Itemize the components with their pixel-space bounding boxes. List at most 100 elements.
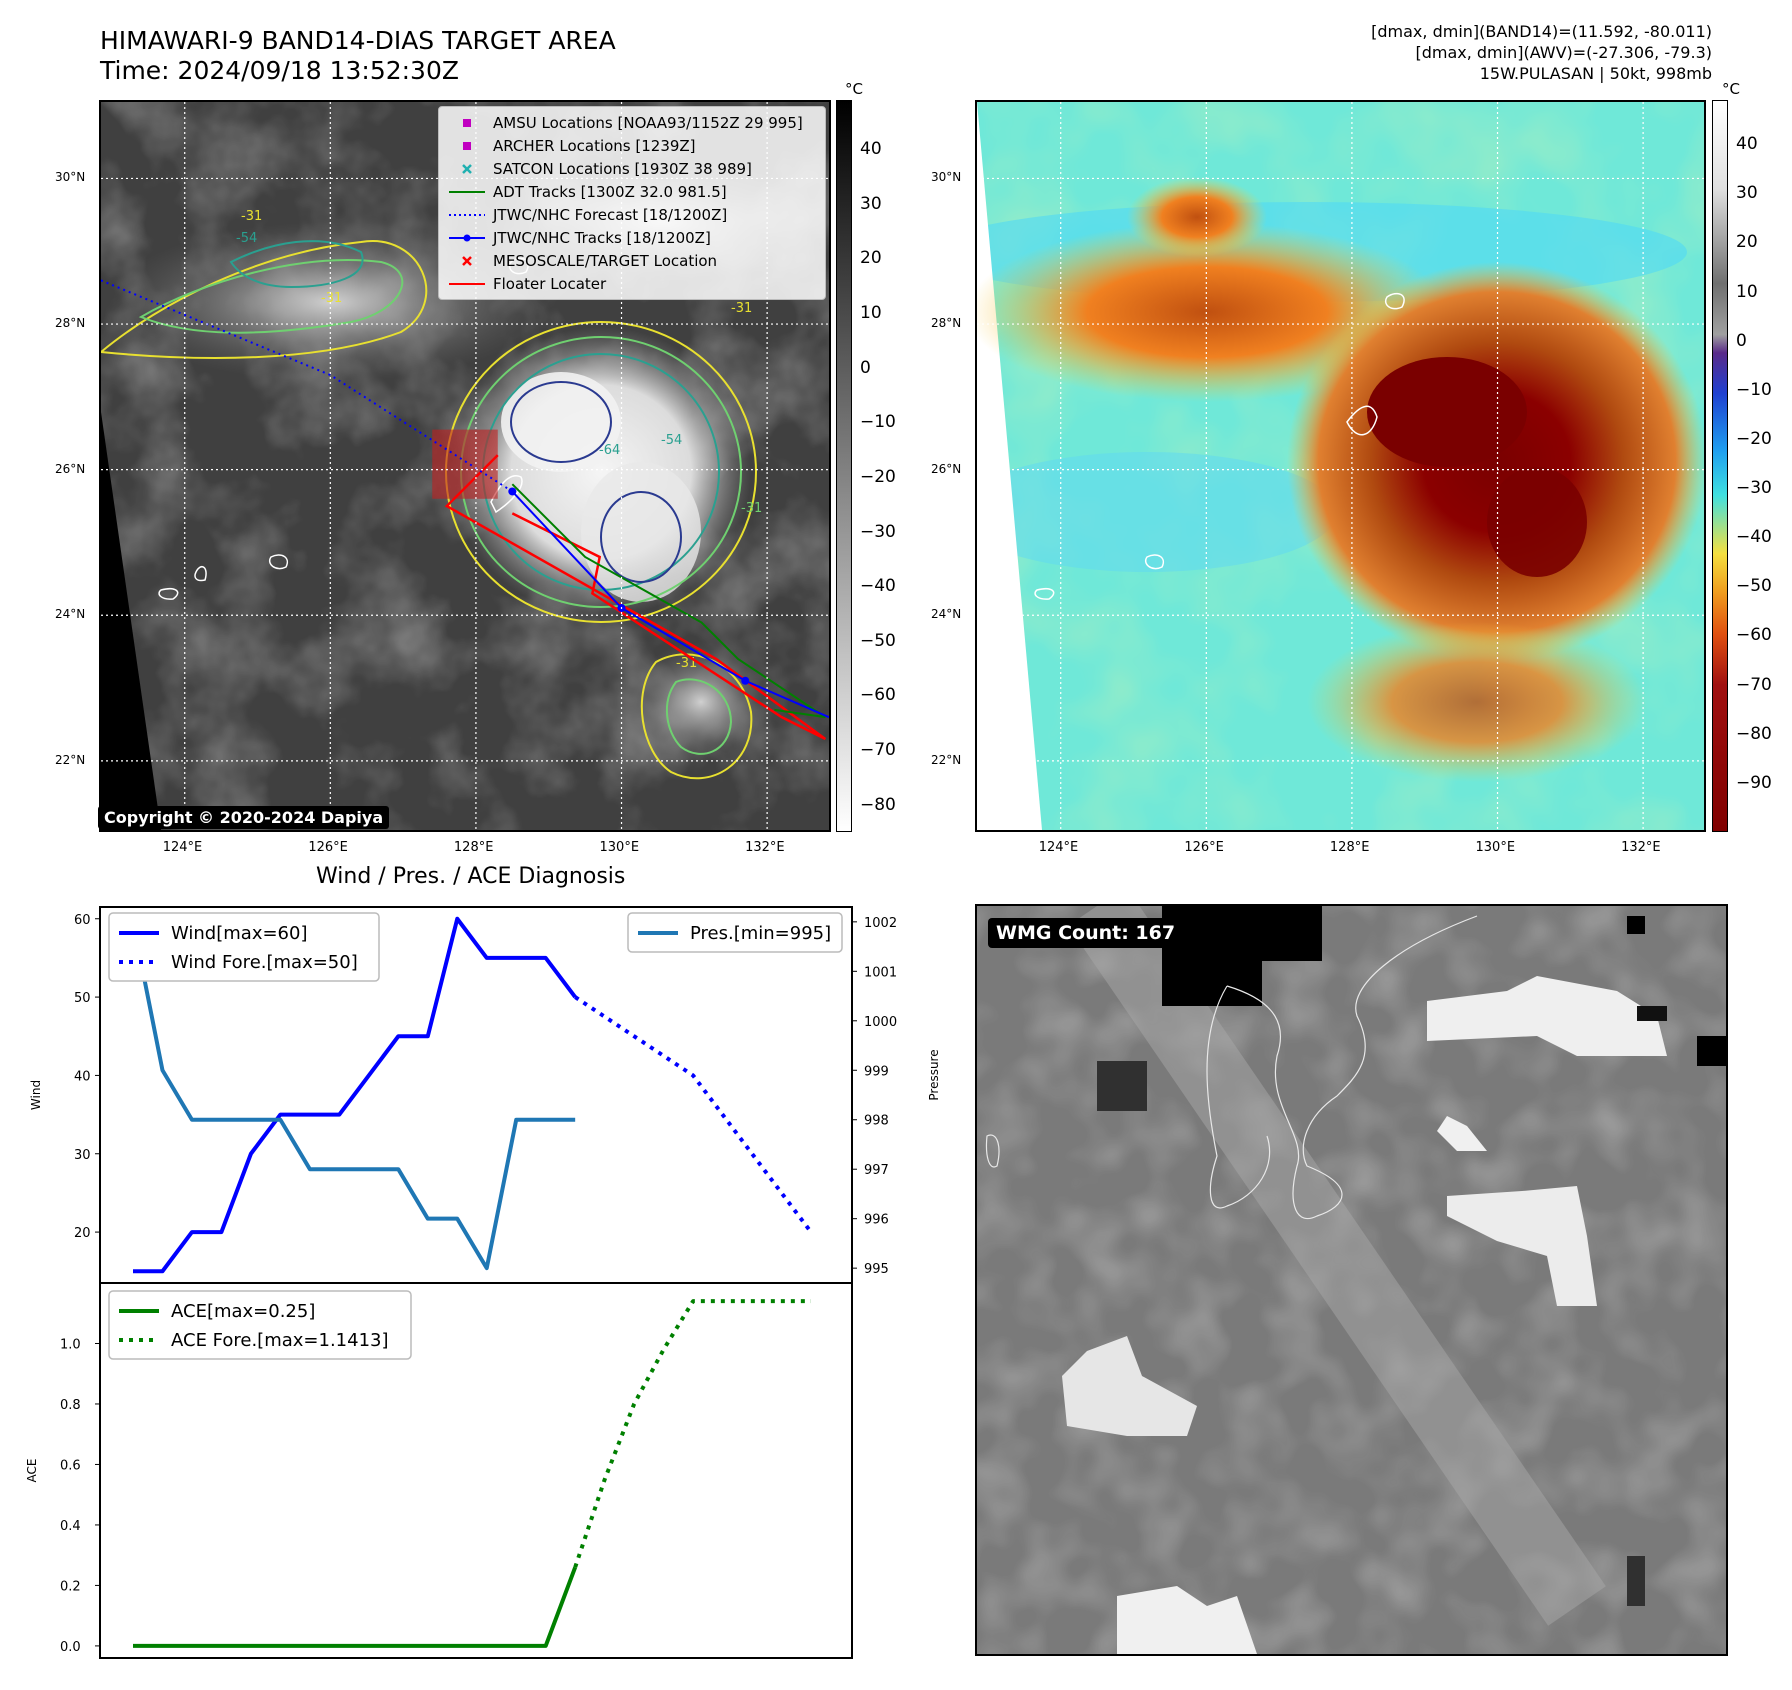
jtwc-track [511,490,829,719]
colorbar-tick-label: 20 [860,248,882,269]
chart-legend-box [108,1290,412,1360]
wv-map-panel [975,100,1706,832]
colorbar-tick-label: −90 [1736,772,1772,793]
colorbar-tick-label: 40 [1736,134,1758,155]
lat-tick-label: 22°N [931,752,962,767]
ace-series-line-1 [573,1299,811,1568]
contour-label: -31 [676,656,697,671]
ir-contour-band-teal [229,240,364,289]
wmg-coastline [1206,985,1271,1209]
contour-label: -54 [661,433,682,448]
ir-colorbar [836,100,852,832]
lon-tick-label: 132°E [1621,840,1661,855]
pressure-tick-label: 998 [864,1114,889,1129]
wv-coastline [1385,292,1405,310]
diagnosis-chart-title: Wind / Pres. / ACE Diagnosis [316,864,626,889]
pressure-tick-label: 1001 [864,965,897,980]
colorbar-tick-label: 30 [1736,183,1758,204]
chart-legend: Pres.[min=995] [627,912,843,953]
wv-storm-core-north [1367,357,1527,467]
storm-info: 15W.PULASAN | 50kt, 998mb [1479,64,1712,83]
legend-symbol-line-dot [447,231,487,245]
colorbar-tick-label: 20 [1736,232,1758,253]
lon-tick-label: 130°E [1475,840,1516,855]
colorbar-tick-label: −60 [1736,625,1772,646]
colorbar-tick-label: 10 [860,303,882,324]
ir-track-layer [101,279,829,741]
figure-title: HIMAWARI-9 BAND14-DIAS TARGET AREA [100,26,616,55]
lon-tick-label: 130°E [599,840,640,855]
colorbar-tick-label: −10 [1736,379,1772,400]
colorbar-tick-label: −50 [1736,576,1772,597]
ir-contour-navy-south [600,491,682,583]
legend-label: SATCON Locations [1930Z 38 989] [493,159,752,178]
wmg-bright-feature [1447,1186,1597,1306]
ir-coastline [490,475,523,514]
chart-legend-label: Wind Fore.[max=50] [171,952,358,973]
lat-tick-label: 24°N [931,607,962,622]
wmg-bright-feature [1437,1116,1487,1151]
lon-tick-label: 124°E [1038,840,1079,855]
series-line-2 [131,921,576,1271]
wind-tick-label: 40 [74,1069,91,1084]
ace-axis-label: ACE [25,1459,39,1483]
ir-coastline [158,587,179,600]
wind-pressure-ace-chart: 20 30 40 50 60 Wind 995 996 997 998 999 1000 1001 100… [25,906,941,1659]
series-line-0 [133,916,577,1274]
lat-tick-label: 30°N [931,170,962,185]
jtwc-track-point [508,487,517,496]
colorbar-tick-label: −80 [860,794,896,815]
colorbar-tick-label: −20 [860,466,896,487]
ace-tick-label: 1.0 [60,1337,81,1352]
lon-tick-label: 124°E [162,840,203,855]
pressure-tick-label: 999 [864,1064,889,1079]
colorbar-tick-label: −30 [1736,478,1772,499]
contour-label: -31 [241,209,262,224]
contour-label: -31 [731,301,752,316]
lon-tick-label: 128°E [1329,840,1370,855]
ace-series-line-0 [133,1566,578,1648]
ir-legend: AMSU Locations [NOAA93/1152Z 29 995] ARCH… [438,106,826,300]
floater-locater-track [444,454,827,741]
ir-coastline [269,554,288,570]
ir-storm-cold-top [501,372,621,472]
legend-symbol-x [447,162,487,176]
lon-tick-label: 128°E [453,840,494,855]
wmg-dark-pixel [1627,1556,1645,1606]
wv-storm-core-south [1487,467,1587,577]
wv-map-svg [977,102,1704,830]
wv-colorbar [1712,100,1728,832]
colorbar-tick-label: −60 [860,685,896,706]
ace-tick-label: 0.2 [60,1579,81,1594]
legend-label: JTWC/NHC Tracks [18/1200Z] [493,228,711,247]
contour-label: -54 [236,231,257,246]
chart-legend-label: Pres.[min=995] [690,923,831,944]
lat-tick-label: 28°N [931,316,962,331]
legend-entry: AMSU Locations [NOAA93/1152Z 29 995] [447,111,817,134]
lon-tick-label: 132°E [745,840,785,855]
legend-symbol-square [447,116,487,130]
wv-coastline [1145,554,1164,570]
ir-coastline [194,565,207,582]
wmg-bright-band [1068,906,1606,1626]
contour-label: -31 [321,291,342,306]
wmg-dark-block [1262,906,1322,961]
wv-northern-moisture-cell [1127,177,1267,257]
awv-range-info: [dmax, dmin](AWV)=(-27.306, -79.3) [1415,43,1712,62]
colorbar-tick-label: −30 [860,521,896,542]
wmg-bright-feature [1427,976,1667,1056]
legend-symbol-square [447,139,487,153]
legend-symbol-x [447,254,487,268]
ir-southeast-clouds [631,642,771,762]
ace-tick-label: 0.8 [60,1398,81,1413]
wv-coastline [1346,405,1378,436]
ir-contour-south-green [665,678,733,755]
ir-colorbar-unit: °C [845,80,863,98]
wind-tick-label: 60 [74,913,91,928]
wmg-dark-block [1097,1061,1147,1111]
wmg-dark-pixel [1637,1006,1667,1021]
contour-label: -64 [599,443,620,458]
lon-tick-label: 126°E [1184,840,1224,855]
pressure-axis-label: Pressure [927,1049,941,1100]
figure-time: Time: 2024/09/18 13:52:30Z [100,56,459,85]
